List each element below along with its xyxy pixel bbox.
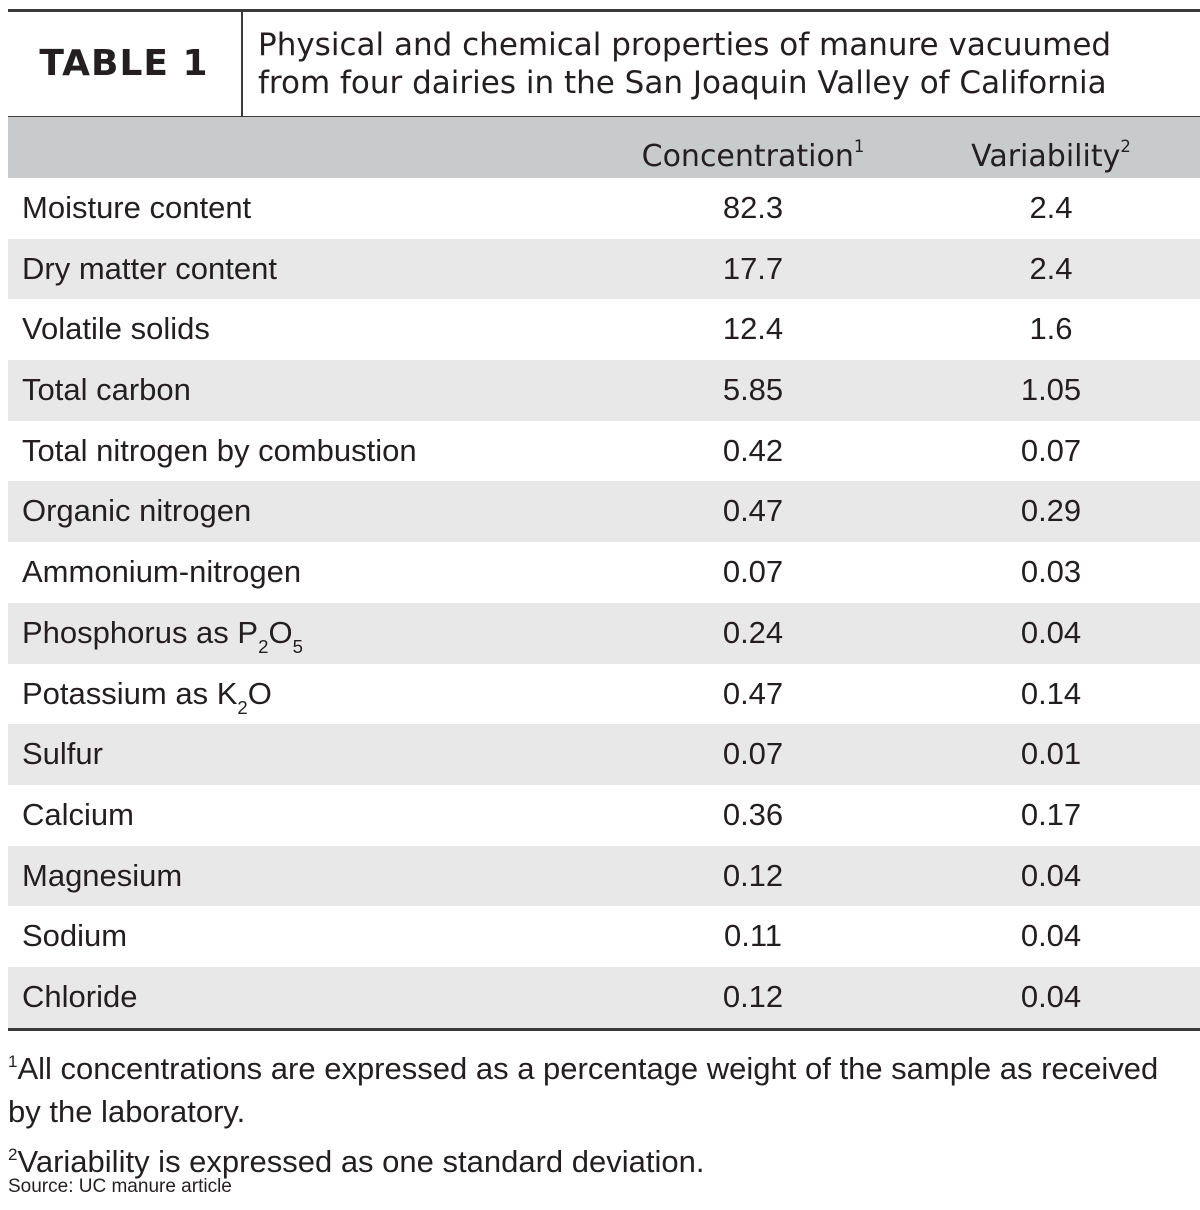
cell-value: 0.36 (722, 796, 784, 832)
cell-value: 0.24 (722, 614, 784, 650)
cell-value: 12.4 (722, 311, 784, 347)
cell-value: 0.04 (1020, 614, 1082, 650)
footnote-mark: 1 (8, 1052, 18, 1071)
table-row: Magnesium 0.12 0.04 (8, 845, 1200, 907)
footnote-ref: 2 (1120, 137, 1131, 156)
label-text: Phosphorus as P (22, 614, 259, 650)
table-row: Dry matter content 17.7 2.4 (8, 238, 1200, 300)
cell-value: 0.47 (722, 493, 784, 529)
label-text: O (247, 675, 272, 711)
row-label: Calcium (22, 796, 134, 832)
cell-value: 0.29 (1020, 493, 1082, 529)
table-row: Total carbon 5.85 1.05 (8, 360, 1200, 421)
footnote-mark: 2 (8, 1145, 18, 1164)
table-row: Volatile solids 12.4 1.6 (8, 299, 1200, 360)
cell-value: 0.07 (722, 736, 784, 772)
subscript: 2 (237, 696, 248, 718)
footnote-ref: 1 (853, 137, 865, 156)
table-row: Total nitrogen by combustion 0.42 0.07 (8, 421, 1200, 482)
table-row: Sulfur 0.07 0.01 (8, 724, 1200, 785)
footnote: 2Variability is expressed as one standar… (8, 1133, 1188, 1183)
cell-value: 0.11 (723, 918, 783, 954)
cell-value: 17.7 (722, 250, 784, 286)
header-row: Concentration1 Variability2 (8, 117, 1200, 178)
title-line: from four dairies in the San Joaquin Val… (258, 65, 1107, 101)
cell-value: 5.85 (722, 372, 784, 408)
row-label: Potassium as K2O (22, 664, 272, 738)
row-label: Phosphorus as P2O5 (22, 603, 303, 677)
row-label: Total carbon (22, 372, 191, 408)
cell-value: 0.42 (722, 432, 784, 468)
footnote-text: Variability is expressed as one standard… (17, 1144, 705, 1179)
row-label: Sodium (22, 918, 128, 954)
cell-value: 0.07 (1020, 432, 1082, 468)
table: Concentration1 Variability2 Moisture conte… (8, 117, 1200, 1031)
column-title: Variability (971, 139, 1121, 174)
subscript: 5 (292, 635, 303, 657)
table-header: TABLE 1 Physical and chemical properties… (8, 9, 1200, 119)
cell-value: 1.05 (1020, 372, 1082, 408)
cell-value: 0.04 (1020, 918, 1082, 954)
label-text: Potassium as K (22, 675, 238, 711)
column-header: Variability2 (901, 117, 1200, 187)
cell-value: 0.07 (722, 554, 784, 590)
cell-value: 0.14 (1020, 675, 1082, 711)
footnotes: 1All concentrations are expressed as a p… (8, 1040, 1188, 1183)
cell-value: 2.4 (1029, 250, 1073, 286)
cell-value: 0.03 (1020, 554, 1082, 590)
footnote-text: All concentrations are expressed as a pe… (8, 1051, 1159, 1129)
cell-value: 2.4 (1029, 190, 1073, 225)
row-label: Chloride (22, 978, 138, 1014)
column-title: Concentration (641, 139, 854, 174)
table-row: Phosphorus as P2O5 0.24 0.04 (8, 602, 1200, 664)
title-line: Physical and chemical properties of manu… (258, 27, 1112, 63)
table-row: Potassium as K2O 0.47 0.14 (8, 664, 1200, 725)
row-label: Moisture content (22, 190, 252, 225)
row-label: Magnesium (22, 857, 183, 893)
footnote: 1All concentrations are expressed as a p… (8, 1040, 1188, 1133)
cell-value: 0.04 (1020, 857, 1082, 893)
row-label: Volatile solids (22, 311, 210, 347)
cell-value: 0.04 (1020, 978, 1082, 1014)
row-label: Ammonium-nitrogen (22, 554, 302, 590)
table-row: Organic nitrogen 0.47 0.29 (8, 481, 1200, 543)
row-label: Organic nitrogen (22, 493, 252, 529)
cell-value: 82.3 (722, 190, 784, 225)
cell-value: 0.47 (722, 675, 784, 711)
row-label: Sulfur (22, 736, 103, 772)
table-row: Calcium 0.36 0.17 (8, 785, 1200, 846)
label-text: O (268, 614, 293, 650)
table-row: Sodium 0.11 0.04 (8, 906, 1200, 967)
row-label: Total nitrogen by combustion (22, 432, 417, 468)
table-row: Ammonium-nitrogen 0.07 0.03 (8, 542, 1200, 603)
column-header: Concentration1 (603, 117, 903, 187)
table-row: Moisture content 82.3 2.4 (8, 178, 1200, 239)
cell-value: 0.01 (1020, 736, 1082, 772)
source: Source: UC manure article (8, 1176, 232, 1197)
cell-value: 0.12 (722, 857, 784, 893)
row-label: Dry matter content (22, 250, 277, 286)
table-row: Chloride 0.12 0.04 (8, 966, 1200, 1028)
table-label: TABLE 1 (39, 43, 209, 84)
table-title: Physical and chemical properties of manu… (258, 26, 1111, 102)
subscript: 2 (258, 635, 269, 657)
divider (241, 12, 243, 116)
cell-value: 0.12 (722, 978, 784, 1014)
cell-value: 0.17 (1020, 796, 1082, 832)
cell-value: 1.6 (1029, 311, 1073, 347)
